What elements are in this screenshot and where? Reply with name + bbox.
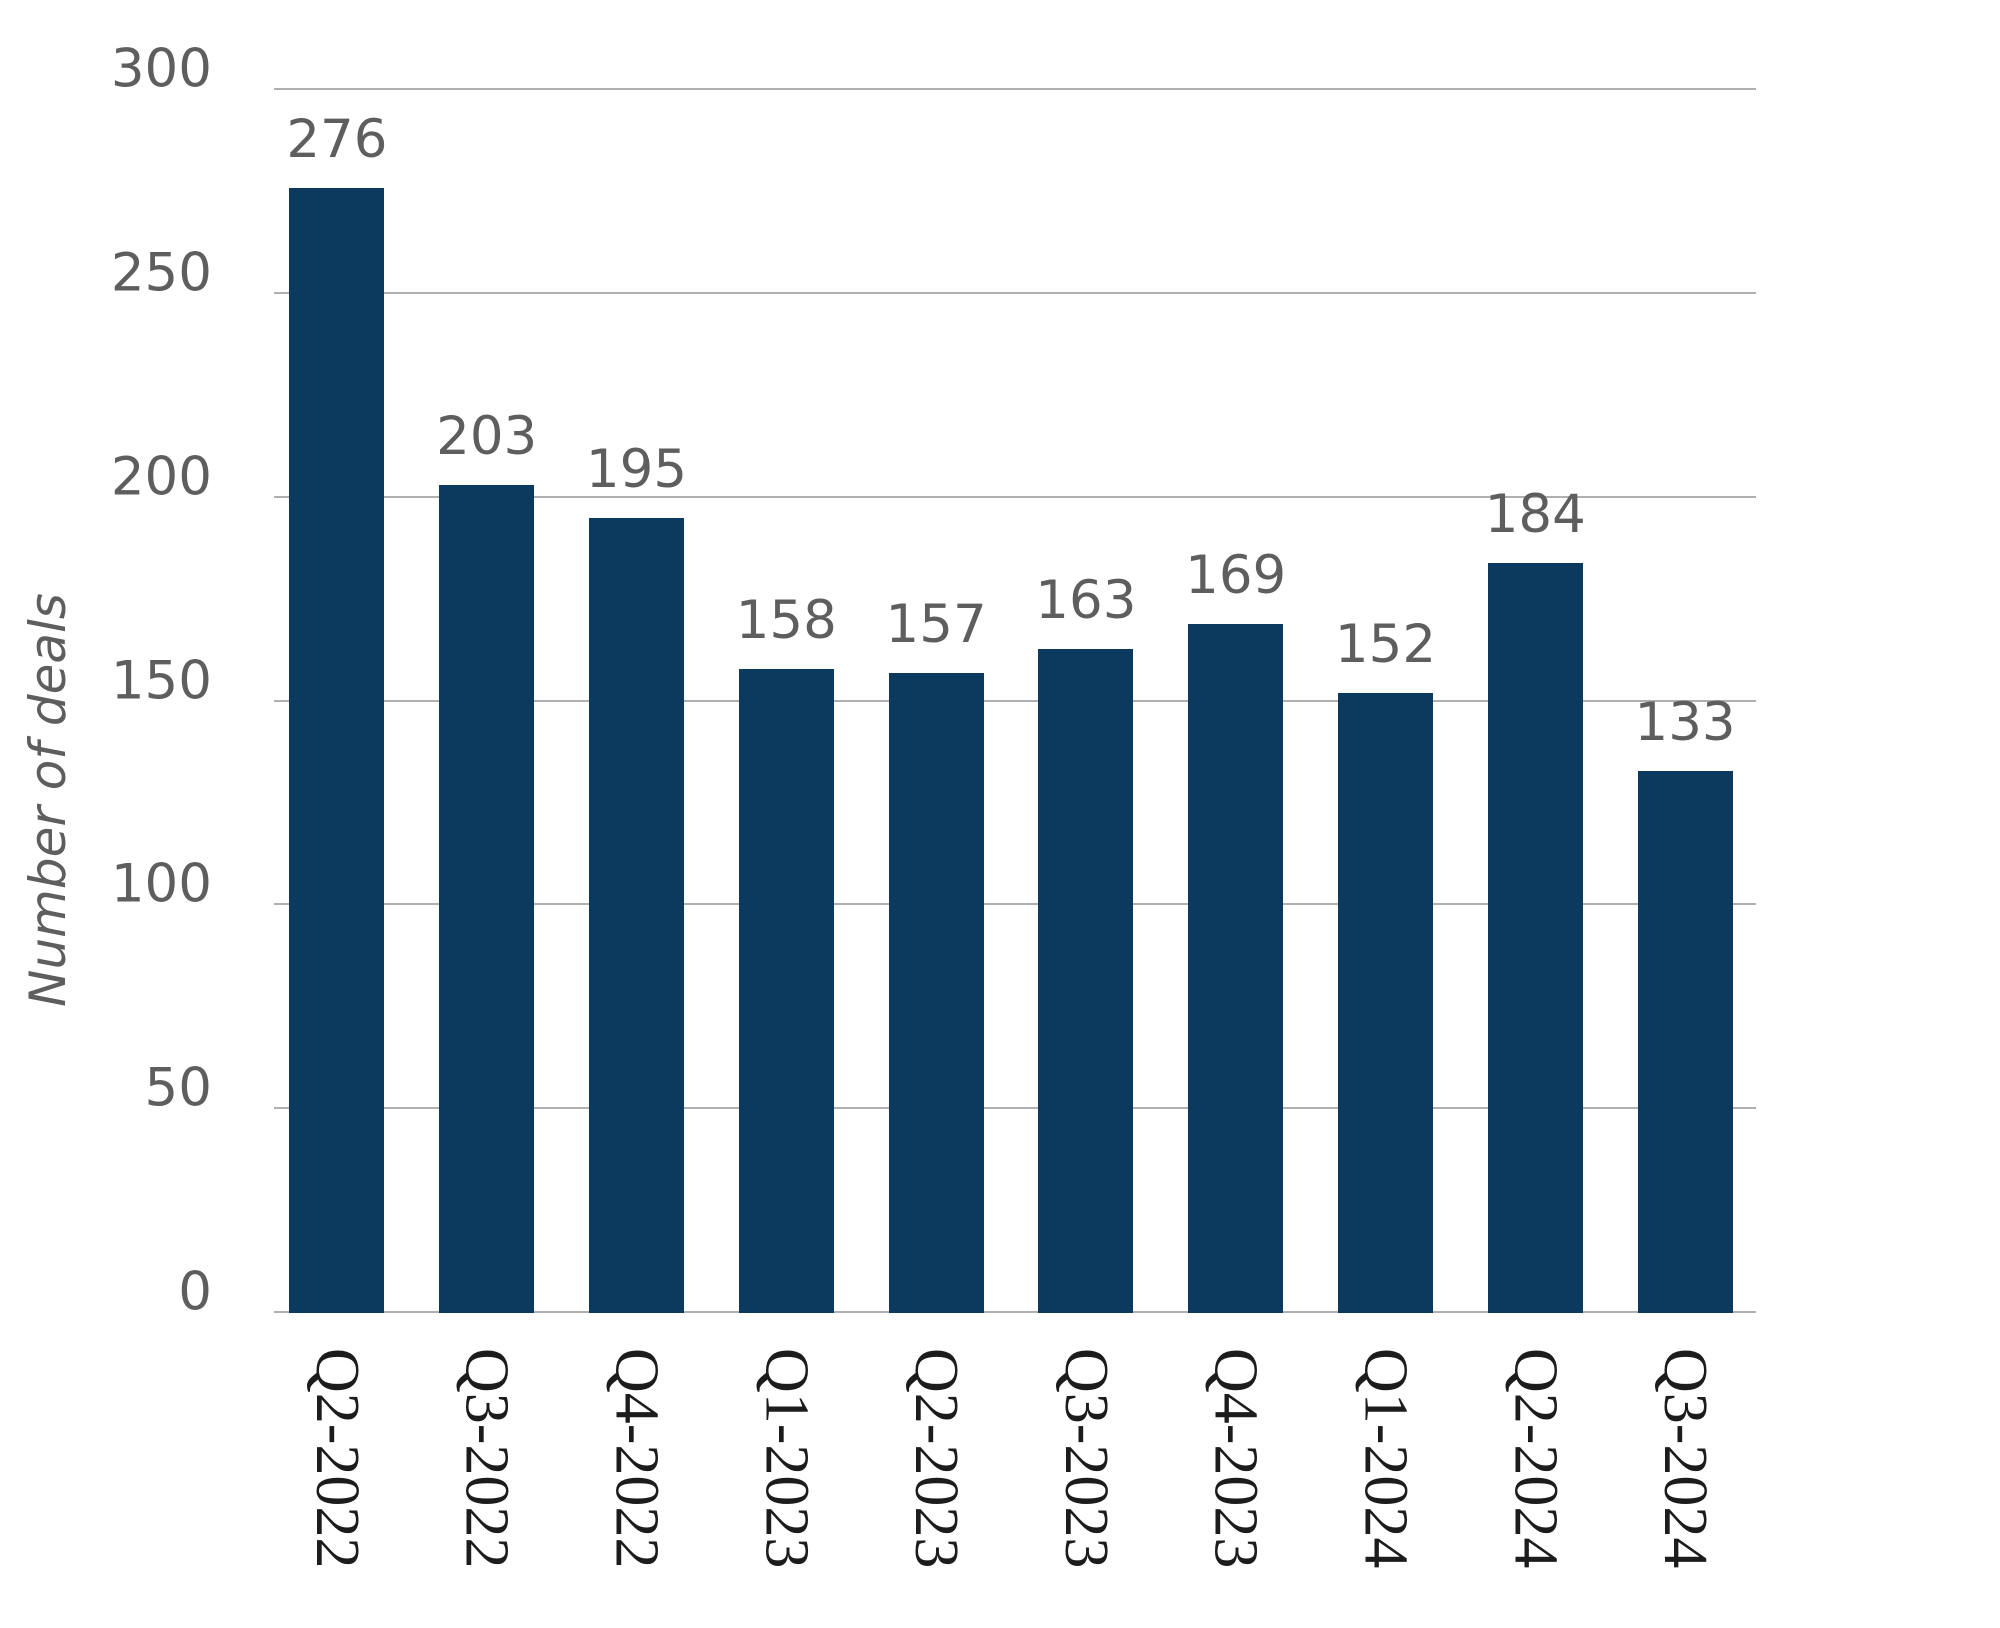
x-tick-label: Q1-2024 [1351, 1348, 1420, 1569]
x-tick-slot: Q3-2022 [412, 1348, 562, 1608]
x-tick-slot: Q3-2023 [1011, 1348, 1161, 1608]
x-tick-slot: Q3-2024 [1610, 1348, 1760, 1608]
x-tick-label: Q3-2023 [1051, 1348, 1120, 1569]
bar [1487, 562, 1583, 1313]
x-tick-slot: Q4-2022 [562, 1348, 712, 1608]
bar-slot: 203 [412, 90, 562, 1313]
plot-area: 276 203 195 158 157 163 169 152 184 133 [262, 88, 1760, 1313]
bar-slot: 133 [1610, 90, 1760, 1313]
y-tick-label: 250 [110, 242, 212, 304]
bar [888, 672, 984, 1313]
bar [439, 485, 535, 1313]
x-tick-label: Q1-2023 [752, 1348, 821, 1569]
bar-slot: 157 [861, 90, 1011, 1313]
x-tick-slot: Q1-2024 [1311, 1348, 1461, 1608]
x-tick-label: Q2-2022 [302, 1348, 371, 1569]
bar-slot: 152 [1311, 90, 1461, 1313]
gridline [274, 903, 1756, 906]
gridline [274, 88, 1756, 90]
bar-value-label: 203 [436, 406, 538, 468]
x-tick-slot: Q4-2023 [1161, 1348, 1311, 1608]
y-tick-label: 50 [144, 1057, 212, 1119]
bar-value-label: 276 [286, 108, 388, 170]
bar [1038, 648, 1134, 1313]
gridline [274, 1311, 1756, 1313]
y-axis-ticks: 0 50 100 150 200 250 300 [0, 43, 212, 1319]
bar [1637, 770, 1733, 1313]
gridline [274, 495, 1756, 498]
bar-value-label: 195 [585, 439, 688, 501]
bar-slot: 169 [1161, 90, 1311, 1313]
bar [738, 668, 834, 1313]
bar-value-label: 157 [885, 593, 987, 655]
y-tick-label: 0 [178, 1261, 212, 1323]
bar-series: 276 203 195 158 157 163 169 152 184 133 [262, 90, 1760, 1313]
bar [588, 518, 684, 1313]
x-tick-label: Q3-2022 [452, 1348, 521, 1569]
bar-slot: 163 [1011, 90, 1161, 1313]
bar-value-label: 169 [1185, 545, 1287, 607]
y-tick-label: 200 [110, 446, 212, 508]
x-tick-label: Q3-2024 [1651, 1348, 1720, 1569]
x-tick-label: Q2-2024 [1501, 1348, 1570, 1569]
gridline [274, 699, 1756, 702]
x-tick-label: Q4-2022 [602, 1348, 671, 1569]
y-tick-label: 150 [110, 650, 212, 711]
y-tick-label: 300 [110, 38, 212, 100]
bar-value-label: 184 [1484, 483, 1586, 545]
x-tick-slot: Q2-2023 [861, 1348, 1011, 1608]
gridline [274, 291, 1756, 294]
bar [289, 187, 385, 1313]
bar-value-label: 163 [1035, 569, 1137, 631]
bar-value-label: 133 [1634, 691, 1736, 753]
bar-slot: 158 [711, 90, 861, 1313]
x-tick-slot: Q2-2022 [262, 1348, 412, 1608]
bar [1337, 693, 1433, 1313]
bar [1188, 624, 1284, 1313]
bar-value-label: 158 [735, 589, 837, 651]
x-tick-label: Q4-2023 [1201, 1348, 1270, 1569]
bar-slot: 184 [1460, 90, 1610, 1313]
gridline [274, 1107, 1756, 1110]
x-tick-slot: Q1-2023 [711, 1348, 861, 1608]
x-axis-ticks: Q2-2022 Q3-2022 Q4-2022 Q1-2023 Q2-2023 Q3-20… [262, 1348, 1760, 1608]
bar-slot: 276 [262, 90, 412, 1313]
x-tick-slot: Q2-2024 [1460, 1348, 1610, 1608]
bar-value-label: 152 [1334, 614, 1437, 676]
y-tick-label: 100 [110, 853, 212, 915]
x-tick-label: Q2-2023 [902, 1348, 971, 1569]
bar-slot: 195 [562, 90, 712, 1313]
